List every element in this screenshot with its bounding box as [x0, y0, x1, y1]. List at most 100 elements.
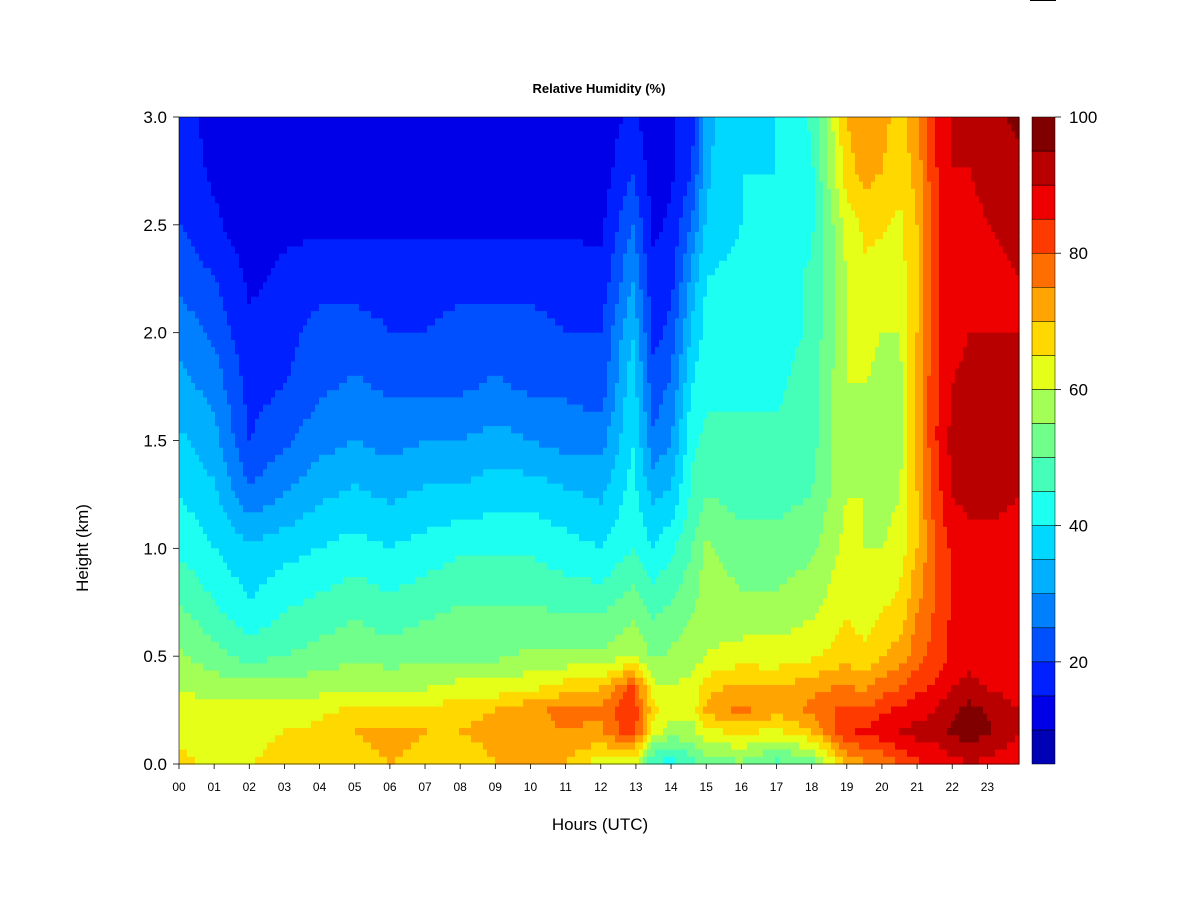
- heatmap-cell: [191, 210, 196, 218]
- heatmap-cell: [275, 469, 280, 477]
- heatmap-cell: [343, 361, 348, 369]
- heatmap-cell: [311, 469, 316, 477]
- heatmap-cell: [347, 505, 352, 513]
- heatmap-cell: [283, 448, 288, 456]
- heatmap-cell: [367, 484, 372, 492]
- heatmap-cell: [279, 469, 284, 477]
- heatmap-cell: [187, 419, 192, 427]
- heatmap-cell: [211, 297, 216, 305]
- heatmap-cell: [307, 541, 312, 549]
- heatmap-cell: [351, 189, 356, 197]
- heatmap-cell: [263, 275, 268, 283]
- heatmap-cell: [271, 218, 276, 226]
- heatmap-cell: [187, 735, 192, 743]
- heatmap-cell: [299, 160, 304, 168]
- heatmap-cell: [367, 182, 372, 190]
- heatmap-cell: [291, 167, 296, 175]
- heatmap-cell: [191, 160, 196, 168]
- heatmap-cell: [191, 498, 196, 506]
- heatmap-cell: [235, 606, 240, 614]
- heatmap-cell: [283, 599, 288, 607]
- heatmap-cell: [335, 448, 340, 456]
- heatmap-cell: [399, 369, 404, 377]
- heatmap-cell: [307, 405, 312, 413]
- heatmap-cell: [295, 175, 300, 183]
- heatmap-cell: [219, 476, 224, 484]
- heatmap-cell: [355, 210, 360, 218]
- heatmap-cell: [255, 246, 260, 254]
- heatmap-cell: [359, 182, 364, 190]
- heatmap-cell: [195, 239, 200, 247]
- heatmap-cell: [359, 261, 364, 269]
- heatmap-cell: [283, 160, 288, 168]
- heatmap-cell: [227, 642, 232, 650]
- heatmap-cell: [203, 376, 208, 384]
- heatmap-cell: [275, 721, 280, 729]
- heatmap-cell: [307, 462, 312, 470]
- heatmap-cell: [231, 563, 236, 571]
- heatmap-cell: [323, 254, 328, 262]
- heatmap-cell: [199, 232, 204, 240]
- heatmap-cell: [191, 656, 196, 664]
- heatmap-cell: [243, 735, 248, 743]
- heatmap-cell: [207, 556, 212, 564]
- heatmap-cell: [347, 548, 352, 556]
- heatmap-cell: [307, 757, 312, 765]
- heatmap-cell: [323, 318, 328, 326]
- heatmap-cell: [315, 505, 320, 513]
- heatmap-cell: [343, 347, 348, 355]
- heatmap-cell: [375, 196, 380, 204]
- heatmap-cell: [363, 419, 368, 427]
- heatmap-cell: [383, 254, 388, 262]
- heatmap-cell: [207, 297, 212, 305]
- heatmap-cell: [243, 412, 248, 420]
- heatmap-cell: [267, 663, 272, 671]
- heatmap-cell: [207, 146, 212, 154]
- heatmap-cell: [203, 390, 208, 398]
- heatmap-cell: [323, 627, 328, 635]
- heatmap-cell: [179, 656, 184, 664]
- heatmap-cell: [251, 591, 256, 599]
- heatmap-cell: [279, 685, 284, 693]
- heatmap-cell: [335, 246, 340, 254]
- heatmap-cell: [319, 160, 324, 168]
- heatmap-cell: [375, 570, 380, 578]
- heatmap-cell: [223, 527, 228, 535]
- heatmap-cell: [219, 706, 224, 714]
- heatmap-cell: [367, 261, 372, 269]
- heatmap-cell: [383, 196, 388, 204]
- heatmap-cell: [219, 448, 224, 456]
- heatmap-cell: [335, 189, 340, 197]
- heatmap-cell: [287, 124, 292, 132]
- heatmap-cell: [367, 527, 372, 535]
- heatmap-cell: [335, 239, 340, 247]
- heatmap-cell: [375, 584, 380, 592]
- heatmap-cell: [351, 462, 356, 470]
- heatmap-cell: [375, 635, 380, 643]
- heatmap-cell: [215, 218, 220, 226]
- heatmap-cell: [207, 311, 212, 319]
- heatmap-cell: [179, 333, 184, 341]
- heatmap-cell: [235, 124, 240, 132]
- heatmap-cell: [223, 311, 228, 319]
- heatmap-cell: [179, 606, 184, 614]
- heatmap-cell: [323, 735, 328, 743]
- heatmap-cell: [191, 757, 196, 765]
- heatmap-cell: [311, 182, 316, 190]
- heatmap-cell: [303, 620, 308, 628]
- heatmap-cell: [331, 556, 336, 564]
- heatmap-cell: [395, 218, 400, 226]
- heatmap-cell: [255, 656, 260, 664]
- heatmap-cell: [387, 146, 392, 154]
- heatmap-cell: [343, 153, 348, 161]
- heatmap-cell: [303, 210, 308, 218]
- heatmap-cell: [219, 491, 224, 499]
- heatmap-cell: [251, 376, 256, 384]
- heatmap-cell: [395, 369, 400, 377]
- heatmap-cell: [231, 656, 236, 664]
- heatmap-cell: [211, 246, 216, 254]
- heatmap-cell: [235, 160, 240, 168]
- heatmap-cell: [251, 642, 256, 650]
- heatmap-cell: [319, 246, 324, 254]
- heatmap-cell: [199, 254, 204, 262]
